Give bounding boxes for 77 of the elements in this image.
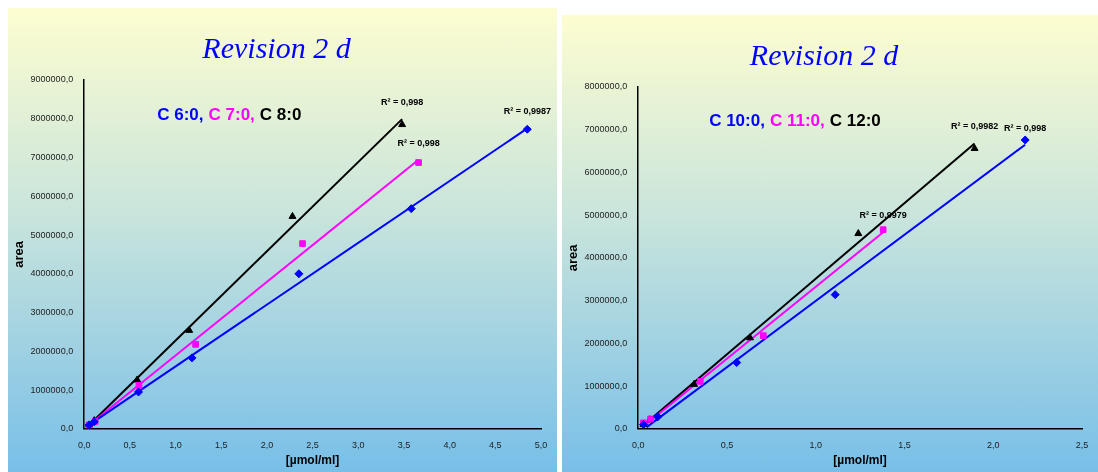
point	[398, 120, 407, 128]
chart-title: Revision 2 d	[201, 30, 352, 64]
x-tick-label: 1,0	[809, 439, 822, 450]
x-tick-label: 0,0	[77, 439, 91, 450]
point	[690, 379, 699, 387]
x-tick-label: 0,5	[720, 439, 734, 450]
x-tick-label: 2,0	[986, 439, 1000, 450]
point	[879, 226, 887, 234]
point	[134, 387, 144, 397]
x-tick-label: 2,0	[260, 439, 274, 450]
point	[135, 382, 143, 389]
y-tick-label: 7000000,0	[30, 152, 74, 162]
x-axis-title: [µmol/ml]	[833, 453, 887, 468]
point	[415, 159, 422, 166]
point	[185, 325, 194, 333]
point	[759, 332, 767, 339]
text: C 7:0,	[208, 104, 255, 124]
point	[696, 378, 704, 385]
chart-title: Revision 2 d	[748, 37, 900, 71]
text: C 6:0,	[157, 104, 204, 124]
x-tick-label: 2,5	[306, 439, 319, 450]
y-axis-title: area	[565, 243, 581, 272]
text: C 8:0	[259, 104, 302, 124]
x-tick-label: 4,5	[489, 439, 502, 450]
y-tick-label: 3000000,0	[584, 295, 628, 306]
y-tick-label: 2000000,0	[30, 345, 74, 356]
annotation: R² = 0,9982	[950, 121, 999, 132]
annotation: R² = 0,998	[1004, 122, 1047, 133]
point	[192, 340, 199, 348]
x-tick-label: 1,5	[214, 439, 228, 450]
y-tick-label: 1000000,0	[30, 384, 74, 395]
y-tick-label: 0,0	[614, 423, 628, 434]
y-tick-label: 3000000,0	[30, 307, 74, 318]
text: C 12:0	[829, 110, 881, 130]
point	[133, 375, 142, 383]
point	[299, 240, 306, 247]
point	[653, 412, 663, 422]
y-tick-label: 7000000,0	[584, 124, 628, 135]
y-tick-label: 6000000,0	[30, 190, 74, 201]
y-tick-label: 4000000,0	[30, 268, 74, 279]
point	[406, 204, 416, 214]
point	[187, 353, 197, 363]
point	[294, 269, 304, 279]
y-axis-title: area	[11, 240, 27, 268]
point	[1020, 135, 1030, 145]
y-tick-label: 4000000,0	[584, 252, 628, 263]
point	[830, 290, 840, 300]
point	[522, 124, 532, 134]
x-tick-label: 1,0	[169, 439, 182, 450]
y-tick-label: 6000000,0	[584, 166, 628, 177]
x-tick-label: 0,5	[123, 439, 137, 450]
x-tick-label: 2,5	[1075, 439, 1089, 450]
y-tick-label: 2000000,0	[584, 337, 628, 348]
text: C 10:0,	[709, 110, 765, 130]
point	[746, 333, 754, 341]
point	[732, 358, 742, 368]
annotation: R² = 0,9987	[503, 106, 551, 117]
y-tick-label: 0,0	[60, 423, 74, 434]
y-tick-label: 9000000,0	[30, 74, 74, 85]
y-tick-label: 1000000,0	[584, 380, 628, 391]
x-tick-label: 1,5	[898, 439, 911, 450]
y-tick-label: 8000000,0	[584, 81, 628, 92]
x-tick-label: 3,0	[352, 439, 365, 450]
x-tick-label: 4,0	[443, 439, 456, 450]
point	[970, 144, 979, 152]
y-tick-label: 5000000,0	[584, 209, 628, 220]
x-tick-label: 0,0	[631, 439, 645, 450]
text: C 11:0,	[769, 110, 825, 130]
annotation: R² = 0,998	[380, 97, 424, 108]
x-tick-label: 5,0	[534, 439, 548, 450]
x-tick-label: 3,5	[397, 439, 411, 450]
x-axis-title: [µmol/ml]	[285, 453, 340, 468]
point	[288, 211, 297, 219]
y-tick-label: 8000000,0	[30, 113, 74, 124]
annotation: R² = 0,998	[397, 137, 440, 148]
y-tick-label: 5000000,0	[30, 229, 74, 240]
point	[854, 229, 863, 237]
